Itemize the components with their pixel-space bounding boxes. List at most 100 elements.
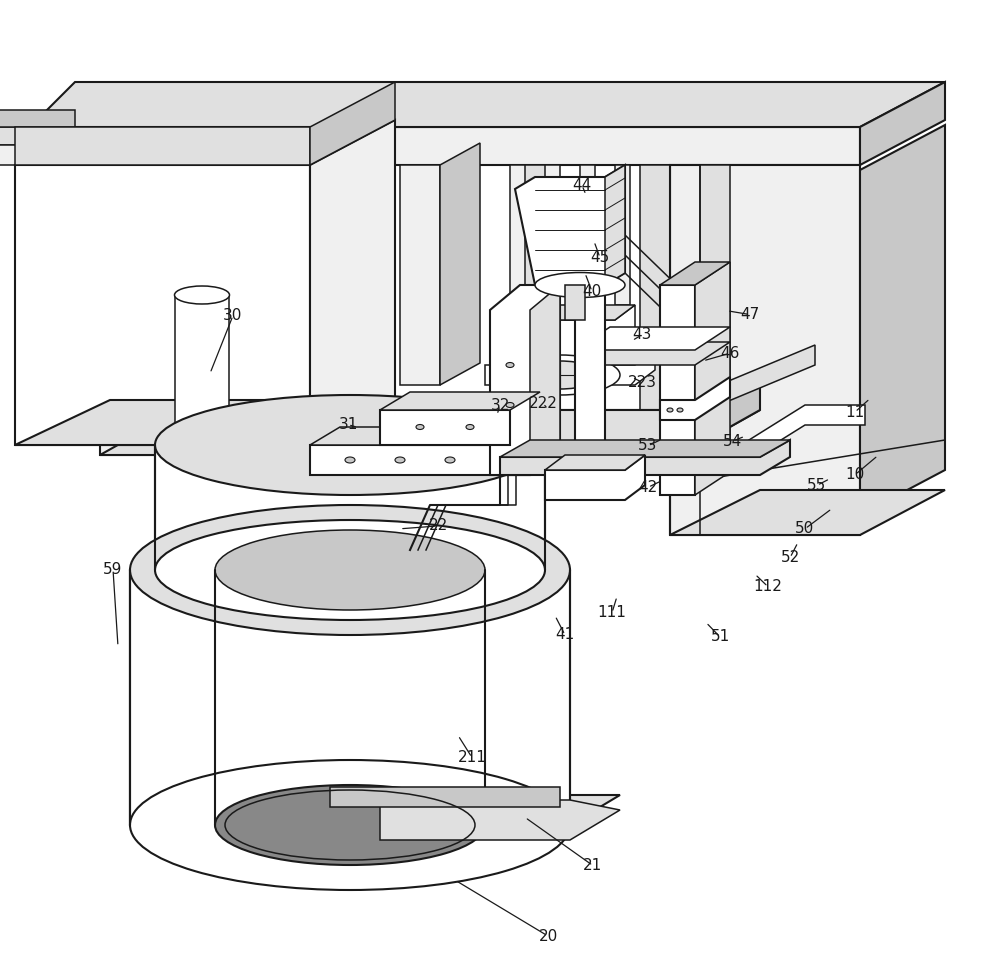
Text: 45: 45 <box>590 250 610 265</box>
Text: 40: 40 <box>582 284 602 299</box>
Ellipse shape <box>445 457 455 463</box>
Text: 54: 54 <box>723 433 743 449</box>
Text: 111: 111 <box>598 605 626 620</box>
Ellipse shape <box>155 520 545 620</box>
Polygon shape <box>565 285 585 320</box>
Polygon shape <box>120 165 160 385</box>
Ellipse shape <box>155 395 545 495</box>
Ellipse shape <box>466 425 474 429</box>
Polygon shape <box>485 795 620 825</box>
Text: 46: 46 <box>720 345 740 361</box>
Ellipse shape <box>667 408 673 412</box>
Polygon shape <box>485 350 655 385</box>
Text: 44: 44 <box>572 178 592 193</box>
Polygon shape <box>695 405 865 475</box>
Text: 59: 59 <box>103 562 123 577</box>
Ellipse shape <box>215 530 485 610</box>
Ellipse shape <box>345 457 355 463</box>
Polygon shape <box>0 110 75 127</box>
Ellipse shape <box>315 402 325 408</box>
Text: 22: 22 <box>428 518 448 534</box>
Polygon shape <box>100 410 760 455</box>
Polygon shape <box>505 305 635 365</box>
Ellipse shape <box>175 516 230 534</box>
Polygon shape <box>660 285 695 495</box>
Text: 53: 53 <box>638 438 658 454</box>
Polygon shape <box>130 570 215 825</box>
Text: 43: 43 <box>632 327 652 343</box>
Polygon shape <box>500 440 790 457</box>
Polygon shape <box>680 385 760 455</box>
Polygon shape <box>605 165 625 285</box>
Polygon shape <box>440 143 480 385</box>
Polygon shape <box>310 82 395 165</box>
Polygon shape <box>580 165 595 305</box>
Polygon shape <box>530 285 560 475</box>
Text: 10: 10 <box>845 467 865 482</box>
Text: 20: 20 <box>538 928 558 944</box>
Polygon shape <box>175 295 229 525</box>
Polygon shape <box>510 165 525 305</box>
Ellipse shape <box>175 286 230 304</box>
Polygon shape <box>310 427 560 445</box>
Polygon shape <box>575 285 605 475</box>
Polygon shape <box>100 410 680 455</box>
Polygon shape <box>380 800 620 840</box>
Ellipse shape <box>520 361 600 389</box>
Polygon shape <box>380 410 510 445</box>
Ellipse shape <box>130 760 570 890</box>
Ellipse shape <box>130 505 570 635</box>
Polygon shape <box>575 342 730 365</box>
Text: 30: 30 <box>223 308 243 323</box>
Text: 31: 31 <box>338 417 358 432</box>
Text: 11: 11 <box>845 404 865 420</box>
Text: 112: 112 <box>754 579 782 594</box>
Polygon shape <box>670 490 945 535</box>
Text: 50: 50 <box>795 521 815 537</box>
Polygon shape <box>30 127 860 165</box>
Polygon shape <box>330 787 560 807</box>
Text: 55: 55 <box>807 478 827 493</box>
Polygon shape <box>860 125 945 515</box>
Polygon shape <box>520 165 550 410</box>
Polygon shape <box>860 82 945 165</box>
Ellipse shape <box>215 785 485 865</box>
Polygon shape <box>0 127 75 145</box>
Polygon shape <box>640 165 670 410</box>
Polygon shape <box>545 455 645 470</box>
Polygon shape <box>700 165 730 470</box>
Ellipse shape <box>535 272 625 297</box>
Polygon shape <box>615 165 630 305</box>
Ellipse shape <box>395 457 405 463</box>
Text: 223: 223 <box>628 374 656 390</box>
Polygon shape <box>15 165 310 445</box>
Polygon shape <box>155 445 545 570</box>
Polygon shape <box>490 285 560 475</box>
Ellipse shape <box>677 408 683 412</box>
Text: 42: 42 <box>638 480 658 495</box>
Polygon shape <box>0 145 75 165</box>
Polygon shape <box>545 455 645 500</box>
Ellipse shape <box>500 355 620 395</box>
Polygon shape <box>545 165 560 305</box>
Polygon shape <box>575 327 730 350</box>
Polygon shape <box>130 570 570 825</box>
Polygon shape <box>30 82 945 127</box>
Polygon shape <box>695 262 730 495</box>
Polygon shape <box>380 392 540 410</box>
Polygon shape <box>515 165 625 285</box>
Text: 52: 52 <box>780 550 800 565</box>
Text: 21: 21 <box>583 858 603 873</box>
Polygon shape <box>180 165 210 410</box>
Polygon shape <box>400 165 440 385</box>
Polygon shape <box>160 143 200 385</box>
Polygon shape <box>500 440 790 475</box>
Text: 222: 222 <box>529 396 557 411</box>
Polygon shape <box>695 345 815 415</box>
Polygon shape <box>660 377 730 420</box>
Polygon shape <box>660 262 730 285</box>
Text: 32: 32 <box>490 398 510 413</box>
Polygon shape <box>505 305 635 320</box>
Text: 47: 47 <box>740 307 760 322</box>
Polygon shape <box>15 127 310 165</box>
